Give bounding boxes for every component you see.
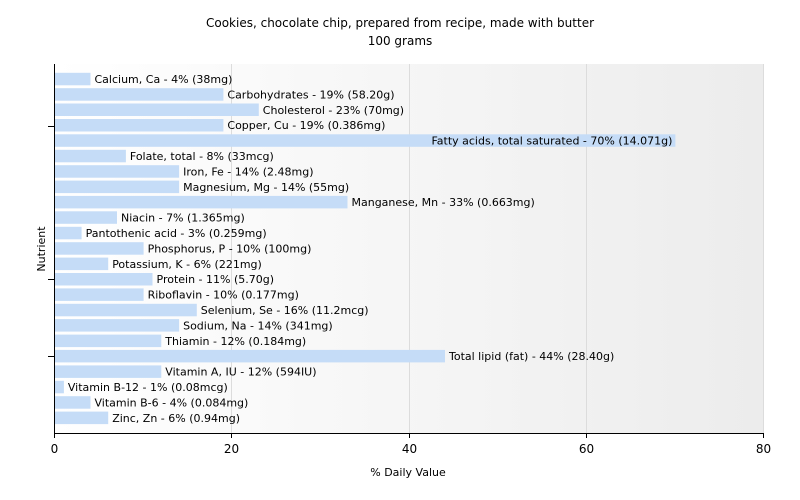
grid: [231, 64, 764, 433]
bar: [55, 149, 126, 163]
bar-label: Selenium, Se - 16% (11.2mcg): [201, 304, 369, 317]
x-tick-label: 60: [579, 442, 594, 456]
bar-label: Thiamin - 12% (0.184mg): [164, 335, 306, 348]
bar-label: Vitamin B-12 - 1% (0.08mcg): [68, 381, 228, 394]
bar-label: Niacin - 7% (1.365mg): [121, 212, 245, 225]
bars: Calcium, Ca - 4% (38mg) Carbohydrates - 1…: [55, 72, 676, 425]
x-axis-label: % Daily Value: [370, 466, 446, 479]
bar-label: Vitamin A, IU - 12% (594IU): [165, 366, 316, 379]
bar-label: Carbohydrates - 19% (58.20g): [227, 88, 394, 101]
bar: [55, 103, 259, 116]
bar: [55, 72, 91, 86]
bar-label: Manganese, Mn - 33% (0.663mg): [352, 196, 535, 209]
x-tick-label: 40: [402, 442, 417, 456]
bar-label: Zinc, Zn - 6% (0.94mg): [112, 412, 240, 425]
chart-title: Cookies, chocolate chip, prepared from r…: [206, 16, 594, 30]
bar: [55, 242, 144, 255]
bar: [55, 165, 180, 178]
bar-label: Vitamin B-6 - 4% (0.084mg): [95, 396, 249, 409]
bar: [55, 273, 153, 286]
bar: [55, 319, 180, 332]
bar: [55, 365, 162, 378]
bar: [55, 380, 64, 394]
bar: [55, 334, 162, 348]
bar: [55, 88, 224, 101]
bar-label: Cholesterol - 23% (70mg): [263, 104, 404, 117]
bar-label: Potassium, K - 6% (221mg): [112, 258, 262, 271]
bar: [55, 411, 109, 425]
bar-label: Copper, Cu - 19% (0.386mg): [227, 119, 385, 132]
bar-label: Folate, total - 8% (33mcg): [130, 150, 274, 163]
x-tick-label: 0: [51, 442, 59, 456]
bar-label: Iron, Fe - 14% (2.48mg): [183, 165, 313, 178]
x-tick-label: 20: [224, 442, 239, 456]
axes: 0 20 40 60 80: [48, 64, 771, 456]
bar: [55, 257, 109, 271]
bar-label: Magnesium, Mg - 14% (55mg): [183, 181, 349, 194]
bar: [55, 226, 82, 240]
bar: [55, 211, 117, 224]
bar-label: Calcium, Ca - 4% (38mg): [95, 73, 233, 86]
bar-label: Fatty acids, total saturated - 70% (14.0…: [431, 135, 672, 148]
bar-label: Phosphorus, P - 10% (100mg): [148, 242, 312, 255]
bar: [55, 119, 224, 132]
bar: [55, 195, 348, 209]
bar: [55, 349, 445, 363]
bar: [55, 180, 180, 194]
bar-label: Pantothenic acid - 3% (0.259mg): [86, 227, 267, 240]
bar-label: Total lipid (fat) - 44% (28.40g): [448, 350, 614, 363]
bar: [55, 288, 144, 301]
y-axis-label: Nutrient: [35, 226, 48, 272]
bar-label: Protein - 11% (5.70g): [157, 273, 275, 286]
chart-subtitle: 100 grams: [368, 34, 433, 48]
bar-label: Sodium, Na - 14% (341mg): [183, 319, 333, 332]
bar: [55, 134, 676, 147]
bar: [55, 396, 91, 409]
bar-label: Riboflavin - 10% (0.177mg): [148, 289, 299, 302]
bar: [55, 303, 197, 317]
x-tick-label: 80: [756, 442, 771, 456]
